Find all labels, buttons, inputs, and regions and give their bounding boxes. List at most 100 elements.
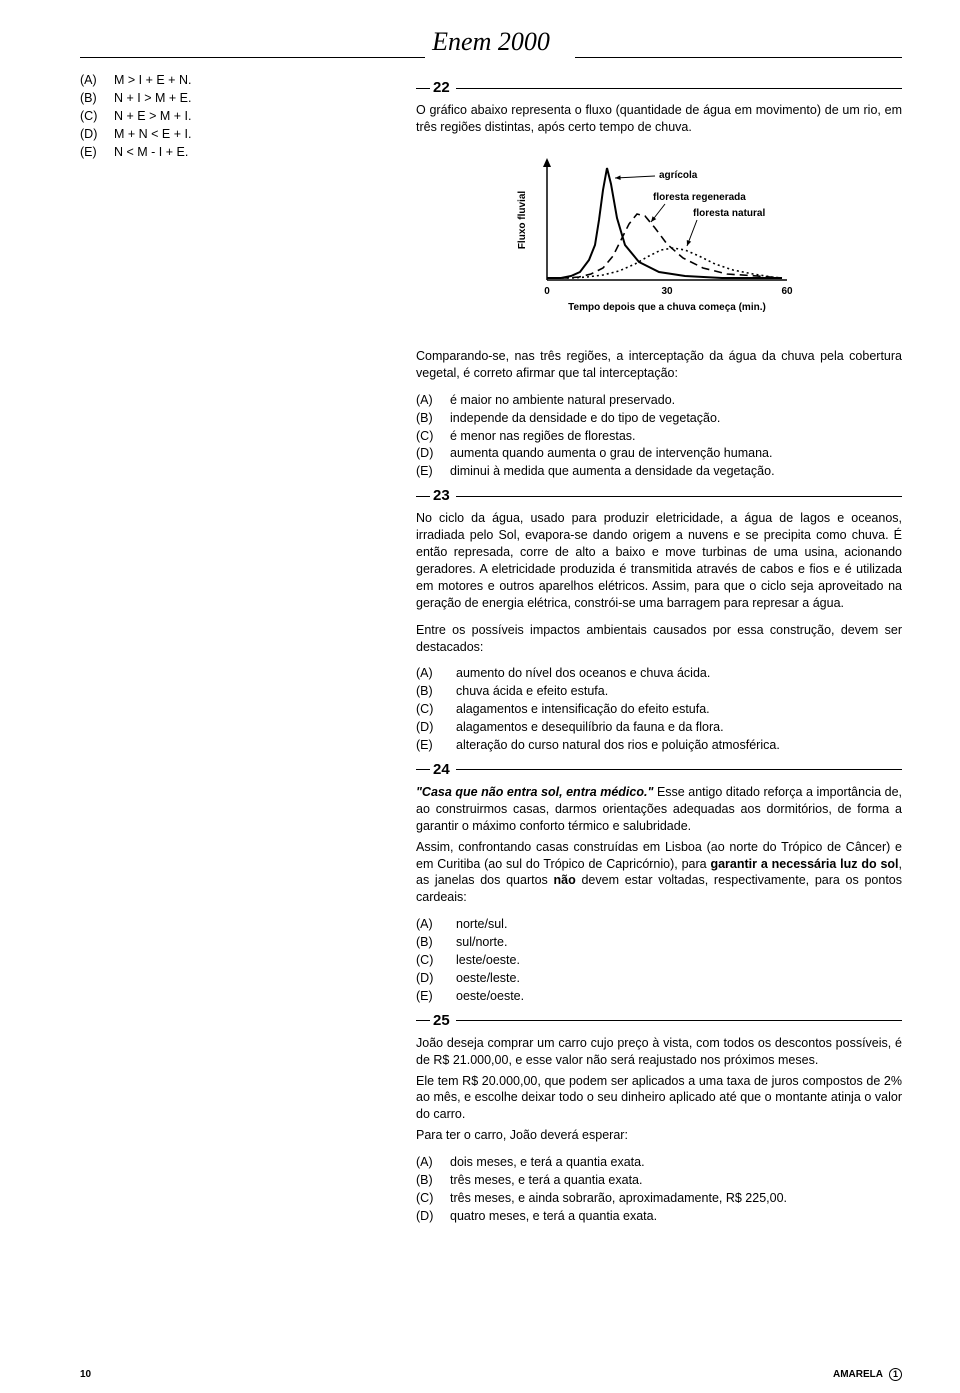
option-row: (A)aumento do nível dos oceanos e chuva … xyxy=(416,665,902,682)
option-letter: (A) xyxy=(416,1154,450,1171)
option-letter: (E) xyxy=(80,144,114,161)
question-number: 24 xyxy=(433,760,450,780)
content-columns: (A) M > I + E + N. (B) N + I > M + E. (C… xyxy=(80,72,902,1226)
svg-text:Fluxo fluvial: Fluxo fluvial xyxy=(517,191,528,250)
option-text: N + E > M + I. xyxy=(114,108,380,125)
option-text: três meses, e terá a quantia exata. xyxy=(450,1172,902,1189)
option-row: (B)três meses, e terá a quantia exata. xyxy=(416,1172,902,1189)
option-text: norte/sul. xyxy=(456,916,902,933)
question-23-text1: No ciclo da água, usado para produzir el… xyxy=(416,510,902,611)
option-letter: (A) xyxy=(80,72,114,89)
question-25-header: 25 xyxy=(416,1011,902,1031)
option-text: chuva ácida e efeito estufa. xyxy=(456,683,902,700)
option-row: (A)norte/sul. xyxy=(416,916,902,933)
question-number: 23 xyxy=(433,486,450,506)
question-23-text2: Entre os possíveis impactos ambientais c… xyxy=(416,622,902,656)
question-25-options: (A)dois meses, e terá a quantia exata.(B… xyxy=(416,1154,902,1225)
exam-page: Enem 2000 (A) M > I + E + N. (B) N + I >… xyxy=(0,0,960,1393)
option-letter: (E) xyxy=(416,737,456,754)
booklet-number: 1 xyxy=(889,1368,902,1381)
fluvial-flux-chart: Fluxo fluvial03060Tempo depois que a chu… xyxy=(416,150,902,330)
option-row: (A) M > I + E + N. xyxy=(80,72,380,89)
option-text: M > I + E + N. xyxy=(114,72,380,89)
option-text: aumento do nível dos oceanos e chuva áci… xyxy=(456,665,902,682)
option-row: (C) N + E > M + I. xyxy=(80,108,380,125)
page-header: Enem 2000 xyxy=(80,28,902,58)
option-row: (C)três meses, e ainda sobrarão, aproxim… xyxy=(416,1190,902,1207)
question-22-intro: O gráfico abaixo representa o fluxo (qua… xyxy=(416,102,902,136)
option-text: N + I > M + E. xyxy=(114,90,380,107)
question-24-header: 24 xyxy=(416,760,902,780)
option-row: (A)dois meses, e terá a quantia exata. xyxy=(416,1154,902,1171)
option-row: (B)chuva ácida e efeito estufa. xyxy=(416,683,902,700)
question-24-options: (A)norte/sul.(B)sul/norte.(C)leste/oeste… xyxy=(416,916,902,1004)
option-row: (B)independe da densidade e do tipo de v… xyxy=(416,410,902,427)
option-text: diminui à medida que aumenta a densidade… xyxy=(450,463,902,480)
question-24-text1: "Casa que não entra sol, entra médico." … xyxy=(416,784,902,835)
option-letter: (C) xyxy=(416,1190,450,1207)
option-letter: (A) xyxy=(416,665,456,682)
prev-question-options: (A) M > I + E + N. (B) N + I > M + E. (C… xyxy=(80,72,380,160)
option-text: dois meses, e terá a quantia exata. xyxy=(450,1154,902,1171)
option-letter: (A) xyxy=(416,916,456,933)
option-letter: (B) xyxy=(416,934,456,951)
question-22-mid: Comparando-se, nas três regiões, a inter… xyxy=(416,348,902,382)
option-text: alagamentos e desequilíbrio da fauna e d… xyxy=(456,719,902,736)
question-22-options: (A)é maior no ambiente natural preservad… xyxy=(416,392,902,480)
option-text: independe da densidade e do tipo de vege… xyxy=(450,410,902,427)
option-row: (D)quatro meses, e terá a quantia exata. xyxy=(416,1208,902,1225)
option-row: (C)alagamentos e intensificação do efeit… xyxy=(416,701,902,718)
option-text: alteração do curso natural dos rios e po… xyxy=(456,737,902,754)
option-text: alagamentos e intensificação do efeito e… xyxy=(456,701,902,718)
svg-text:floresta regenerada: floresta regenerada xyxy=(653,192,746,203)
question-24-quote: "Casa que não entra sol, entra médico." xyxy=(416,785,653,799)
option-letter: (D) xyxy=(416,445,450,462)
option-row: (B) N + I > M + E. xyxy=(80,90,380,107)
booklet-color: AMARELA xyxy=(833,1368,883,1382)
option-row: (A)é maior no ambiente natural preservad… xyxy=(416,392,902,409)
question-22-header: 22 xyxy=(416,78,902,98)
option-text: aumenta quando aumenta o grau de interve… xyxy=(450,445,902,462)
option-row: (D)oeste/leste. xyxy=(416,970,902,987)
question-23-options: (A)aumento do nível dos oceanos e chuva … xyxy=(416,665,902,753)
option-letter: (D) xyxy=(416,719,456,736)
question-number: 25 xyxy=(433,1011,450,1031)
right-column: 22 O gráfico abaixo representa o fluxo (… xyxy=(416,72,902,1226)
option-text: é menor nas regiões de florestas. xyxy=(450,428,902,445)
question-25-text2: Ele tem R$ 20.000,00, que podem ser apli… xyxy=(416,1073,902,1124)
option-letter: (D) xyxy=(416,1208,450,1225)
option-row: (E)oeste/oeste. xyxy=(416,988,902,1005)
svg-text:30: 30 xyxy=(661,286,673,297)
question-25-text3: Para ter o carro, João deverá esperar: xyxy=(416,1127,902,1144)
option-letter: (C) xyxy=(80,108,114,125)
option-text: três meses, e ainda sobrarão, aproximada… xyxy=(450,1190,902,1207)
option-letter: (D) xyxy=(80,126,114,143)
page-footer: 10 AMARELA 1 xyxy=(80,1368,902,1382)
option-letter: (C) xyxy=(416,952,456,969)
option-letter: (B) xyxy=(80,90,114,107)
question-number: 22 xyxy=(433,78,450,98)
option-letter: (D) xyxy=(416,970,456,987)
option-letter: (B) xyxy=(416,683,456,700)
option-row: (D) M + N < E + I. xyxy=(80,126,380,143)
option-letter: (B) xyxy=(416,1172,450,1189)
option-text: oeste/leste. xyxy=(456,970,902,987)
svg-text:floresta natural: floresta natural xyxy=(693,208,765,219)
option-row: (E)diminui à medida que aumenta a densid… xyxy=(416,463,902,480)
chart-svg: Fluxo fluvial03060Tempo depois que a chu… xyxy=(499,150,819,330)
svg-text:agrícola: agrícola xyxy=(659,170,698,181)
page-number: 10 xyxy=(80,1368,91,1382)
svg-text:Tempo depois que a chuva começ: Tempo depois que a chuva começa (min.) xyxy=(568,302,766,313)
option-text: é maior no ambiente natural preservado. xyxy=(450,392,902,409)
option-row: (B)sul/norte. xyxy=(416,934,902,951)
option-text: M + N < E + I. xyxy=(114,126,380,143)
option-letter: (E) xyxy=(416,988,456,1005)
option-row: (D)aumenta quando aumenta o grau de inte… xyxy=(416,445,902,462)
question-24-text2: Assim, confrontando casas construídas em… xyxy=(416,839,902,907)
question-23-header: 23 xyxy=(416,486,902,506)
option-row: (C)leste/oeste. xyxy=(416,952,902,969)
option-letter: (B) xyxy=(416,410,450,427)
footer-right: AMARELA 1 xyxy=(833,1368,902,1382)
option-letter: (C) xyxy=(416,701,456,718)
svg-text:60: 60 xyxy=(781,286,793,297)
